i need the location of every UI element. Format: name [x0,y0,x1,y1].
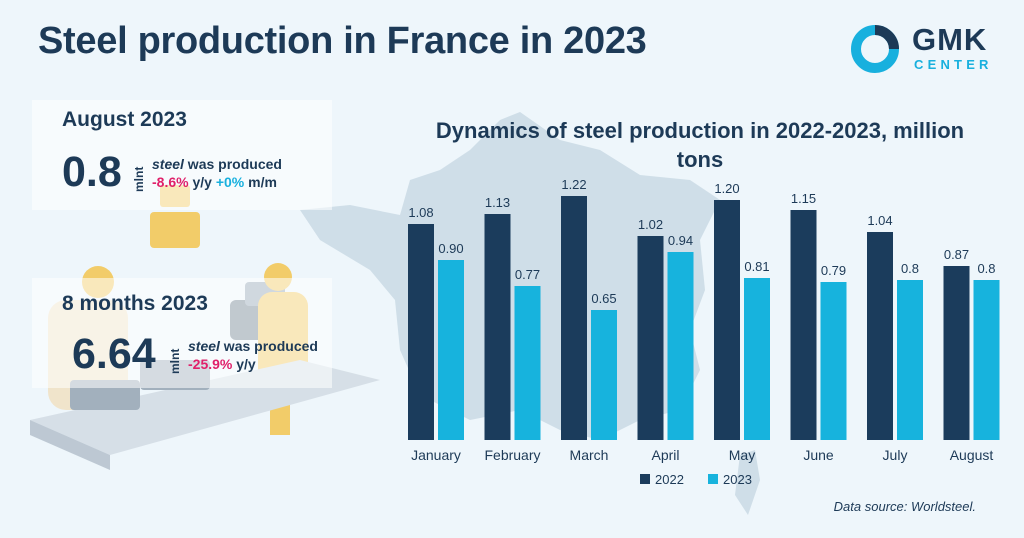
stat1-line1: steel was produced [152,156,282,172]
data-label-2023-january: 0.90 [438,241,463,256]
gmk-center-logo: GMK CENTER [850,22,1000,74]
category-label-april: April [651,447,679,463]
legend-label-2022: 2022 [655,472,684,487]
stat1-line1-italic: steel [152,156,184,172]
stat2-value: 6.64 [72,330,156,378]
legend-label-2023: 2023 [723,472,752,487]
logo-text-center: CENTER [914,57,993,72]
data-label-2022-july: 1.04 [867,213,892,228]
bar-2022-june [790,210,817,440]
page-title: Steel production in France in 2023 [38,20,647,62]
data-label-2023-april: 0.94 [668,233,693,248]
stat1-change-mm: +0% [215,174,245,190]
data-label-2023-july: 0.8 [901,261,919,276]
bar-2023-april [667,252,694,440]
bar-2023-august [973,280,1000,440]
stat1-line1-rest: was produced [183,156,282,172]
logo-text-gmk: GMK [912,22,988,57]
stat1-change-yy: -8.6% [152,174,189,190]
category-label-january: January [411,447,461,463]
data-label-2022-may: 1.20 [714,181,739,196]
legend-swatch-2023 [708,474,718,484]
legend-swatch-2022 [640,474,650,484]
bar-2023-january [438,260,464,440]
category-label-july: July [883,447,908,463]
bar-2023-may [744,278,770,440]
category-label-may: May [729,447,755,463]
category-label-march: March [570,447,609,463]
bar-2023-june [820,282,847,440]
stat2-line1: steel was produced [188,338,318,354]
stat2-line1-rest: was produced [219,338,318,354]
data-label-2022-june: 1.15 [791,191,816,206]
stat1-heading: August 2023 [62,108,187,131]
stat2-line1-italic: steel [188,338,220,354]
bar-2022-february [484,214,511,440]
bar-2023-february [514,286,541,440]
bar-2022-july [867,232,893,440]
stat2-heading: 8 months 2023 [62,292,208,315]
bar-2022-august [943,266,970,440]
data-label-2022-january: 1.08 [408,205,433,220]
stat1-mm-label: m/m [244,174,277,190]
category-label-august: August [950,447,994,463]
category-label-june: June [803,447,834,463]
stat1-value: 0.8 [62,148,122,196]
stat2-change-yy: -25.9% [188,356,233,372]
logo-ring-icon [851,25,899,73]
data-label-2022-march: 1.22 [561,177,586,192]
corsica-island [735,450,760,515]
chart-title: Dynamics of steel production in 2022-202… [435,118,965,172]
data-label-2023-june: 0.79 [821,263,846,278]
data-label-2023-march: 0.65 [591,291,616,306]
bar-2023-march [591,310,617,440]
data-label-2023-august: 0.8 [977,261,995,276]
stat1-yy-label: y/y [188,174,216,190]
data-source: Data source: Worldsteel. [833,499,976,514]
category-label-february: February [484,447,540,463]
data-label-2023-february: 0.77 [515,267,540,282]
bar-2022-may [714,200,740,440]
data-label-2022-august: 0.87 [944,247,969,262]
bar-2023-july [897,280,923,440]
stat2-line2: -25.9% y/y [188,356,256,372]
stat1-line2: -8.6% y/y +0% m/m [152,174,277,190]
data-label-2023-may: 0.81 [744,259,769,274]
stat2-yy-label: y/y [232,356,256,372]
data-label-2022-february: 1.13 [485,195,510,210]
bar-2022-march [561,196,587,440]
data-label-2022-april: 1.02 [638,217,663,232]
bar-2022-january [408,224,434,440]
bar-2022-april [637,236,664,440]
